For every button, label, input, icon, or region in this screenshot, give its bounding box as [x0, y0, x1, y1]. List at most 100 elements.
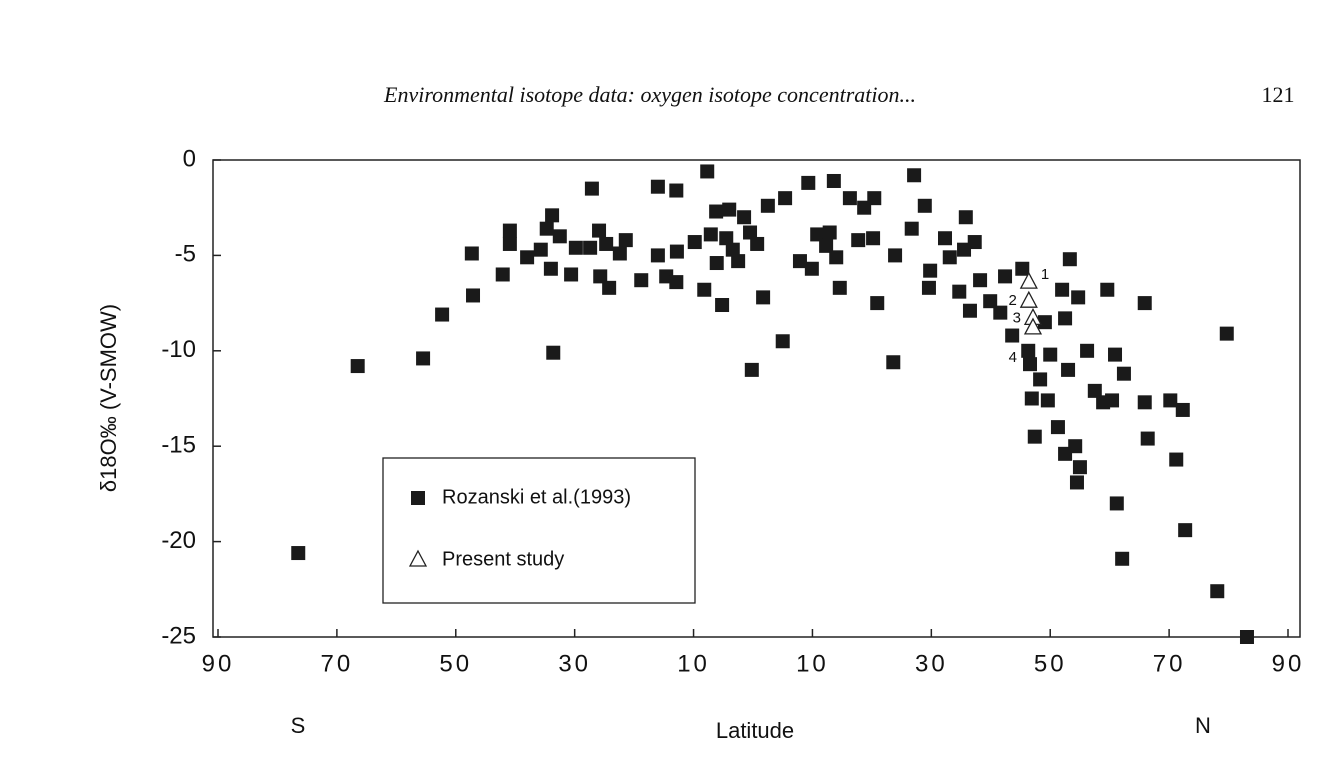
- point: [1071, 290, 1086, 305]
- point: [1040, 393, 1055, 408]
- point: [921, 280, 936, 295]
- point: [743, 225, 758, 240]
- point: [1169, 452, 1184, 467]
- point: [669, 183, 684, 198]
- point: [725, 242, 740, 257]
- point: [1163, 393, 1178, 408]
- point: [1019, 271, 1038, 289]
- point: [866, 231, 881, 246]
- point-label: 3: [1013, 309, 1021, 326]
- point: [533, 242, 548, 257]
- point: [1115, 551, 1130, 566]
- point: [687, 235, 702, 250]
- point: [502, 223, 517, 238]
- point: [826, 173, 841, 188]
- point: [1137, 395, 1152, 410]
- point: [464, 246, 479, 261]
- point-label: 2: [1008, 292, 1016, 309]
- point: [952, 284, 967, 299]
- legend-marker: [408, 549, 428, 567]
- point: [350, 359, 365, 374]
- point: [731, 254, 746, 269]
- point: [923, 263, 938, 278]
- point-label: 1: [1041, 266, 1049, 283]
- point: [520, 250, 535, 265]
- point: [1024, 391, 1039, 406]
- point: [942, 250, 957, 265]
- point: [1175, 402, 1190, 417]
- point: [804, 261, 819, 276]
- x-tick-label: 90: [202, 650, 235, 677]
- point: [938, 231, 953, 246]
- x-tick-label: 70: [1153, 650, 1186, 677]
- point: [792, 254, 807, 269]
- point: [435, 307, 450, 322]
- x-tick-label: 30: [558, 650, 591, 677]
- point: [1069, 475, 1084, 490]
- point: [1062, 252, 1077, 267]
- point: [618, 233, 633, 248]
- point: [775, 334, 790, 349]
- point: [1027, 429, 1042, 444]
- point: [291, 546, 306, 561]
- point: [1019, 290, 1038, 308]
- x-tick-label: 90: [1272, 650, 1305, 677]
- point: [709, 256, 724, 271]
- point: [1037, 315, 1052, 330]
- point: [650, 248, 665, 263]
- point: [888, 248, 903, 263]
- point: [756, 290, 771, 305]
- point: [568, 240, 583, 255]
- point: [832, 280, 847, 295]
- point: [1055, 282, 1070, 297]
- point: [416, 351, 431, 366]
- point: [545, 208, 560, 223]
- point: [593, 269, 608, 284]
- point: [1080, 343, 1095, 358]
- plot-frame: [212, 159, 1301, 638]
- point: [917, 198, 932, 213]
- point: [822, 225, 837, 240]
- point: [703, 227, 718, 242]
- point: [904, 221, 919, 236]
- point: [612, 246, 627, 261]
- point: [801, 175, 816, 190]
- point: [744, 362, 759, 377]
- point: [867, 191, 882, 206]
- point: [1137, 296, 1152, 311]
- y-axis-label: δ18O‰ (V-SMOW): [96, 304, 121, 492]
- point: [1087, 383, 1102, 398]
- x-tick-label: 10: [677, 650, 710, 677]
- point: [546, 345, 561, 360]
- point: [650, 179, 665, 194]
- point: [1116, 366, 1131, 381]
- y-tick-label: -10: [161, 336, 196, 363]
- point: [1043, 347, 1058, 362]
- point: [1033, 372, 1048, 387]
- point: [697, 282, 712, 297]
- south-label: S: [291, 713, 306, 738]
- legend-box: [382, 457, 696, 604]
- north-label: N: [1195, 713, 1211, 738]
- point: [700, 164, 715, 179]
- point: [810, 227, 825, 242]
- point: [973, 273, 988, 288]
- y-tick-label: 0: [183, 145, 196, 172]
- x-axis-label: Latitude: [716, 718, 794, 743]
- point: [1068, 439, 1083, 454]
- legend-label: Rozanski et al.(1993): [442, 486, 631, 508]
- x-tick-label: 70: [321, 650, 354, 677]
- point: [584, 181, 599, 196]
- point: [1061, 362, 1076, 377]
- point: [709, 204, 724, 219]
- point: [1109, 496, 1124, 511]
- point: [539, 221, 554, 236]
- point: [983, 294, 998, 309]
- point: [599, 236, 614, 251]
- point: [829, 250, 844, 265]
- point: [958, 210, 973, 225]
- point: [552, 229, 567, 244]
- point: [1178, 523, 1193, 538]
- point: [1023, 357, 1038, 372]
